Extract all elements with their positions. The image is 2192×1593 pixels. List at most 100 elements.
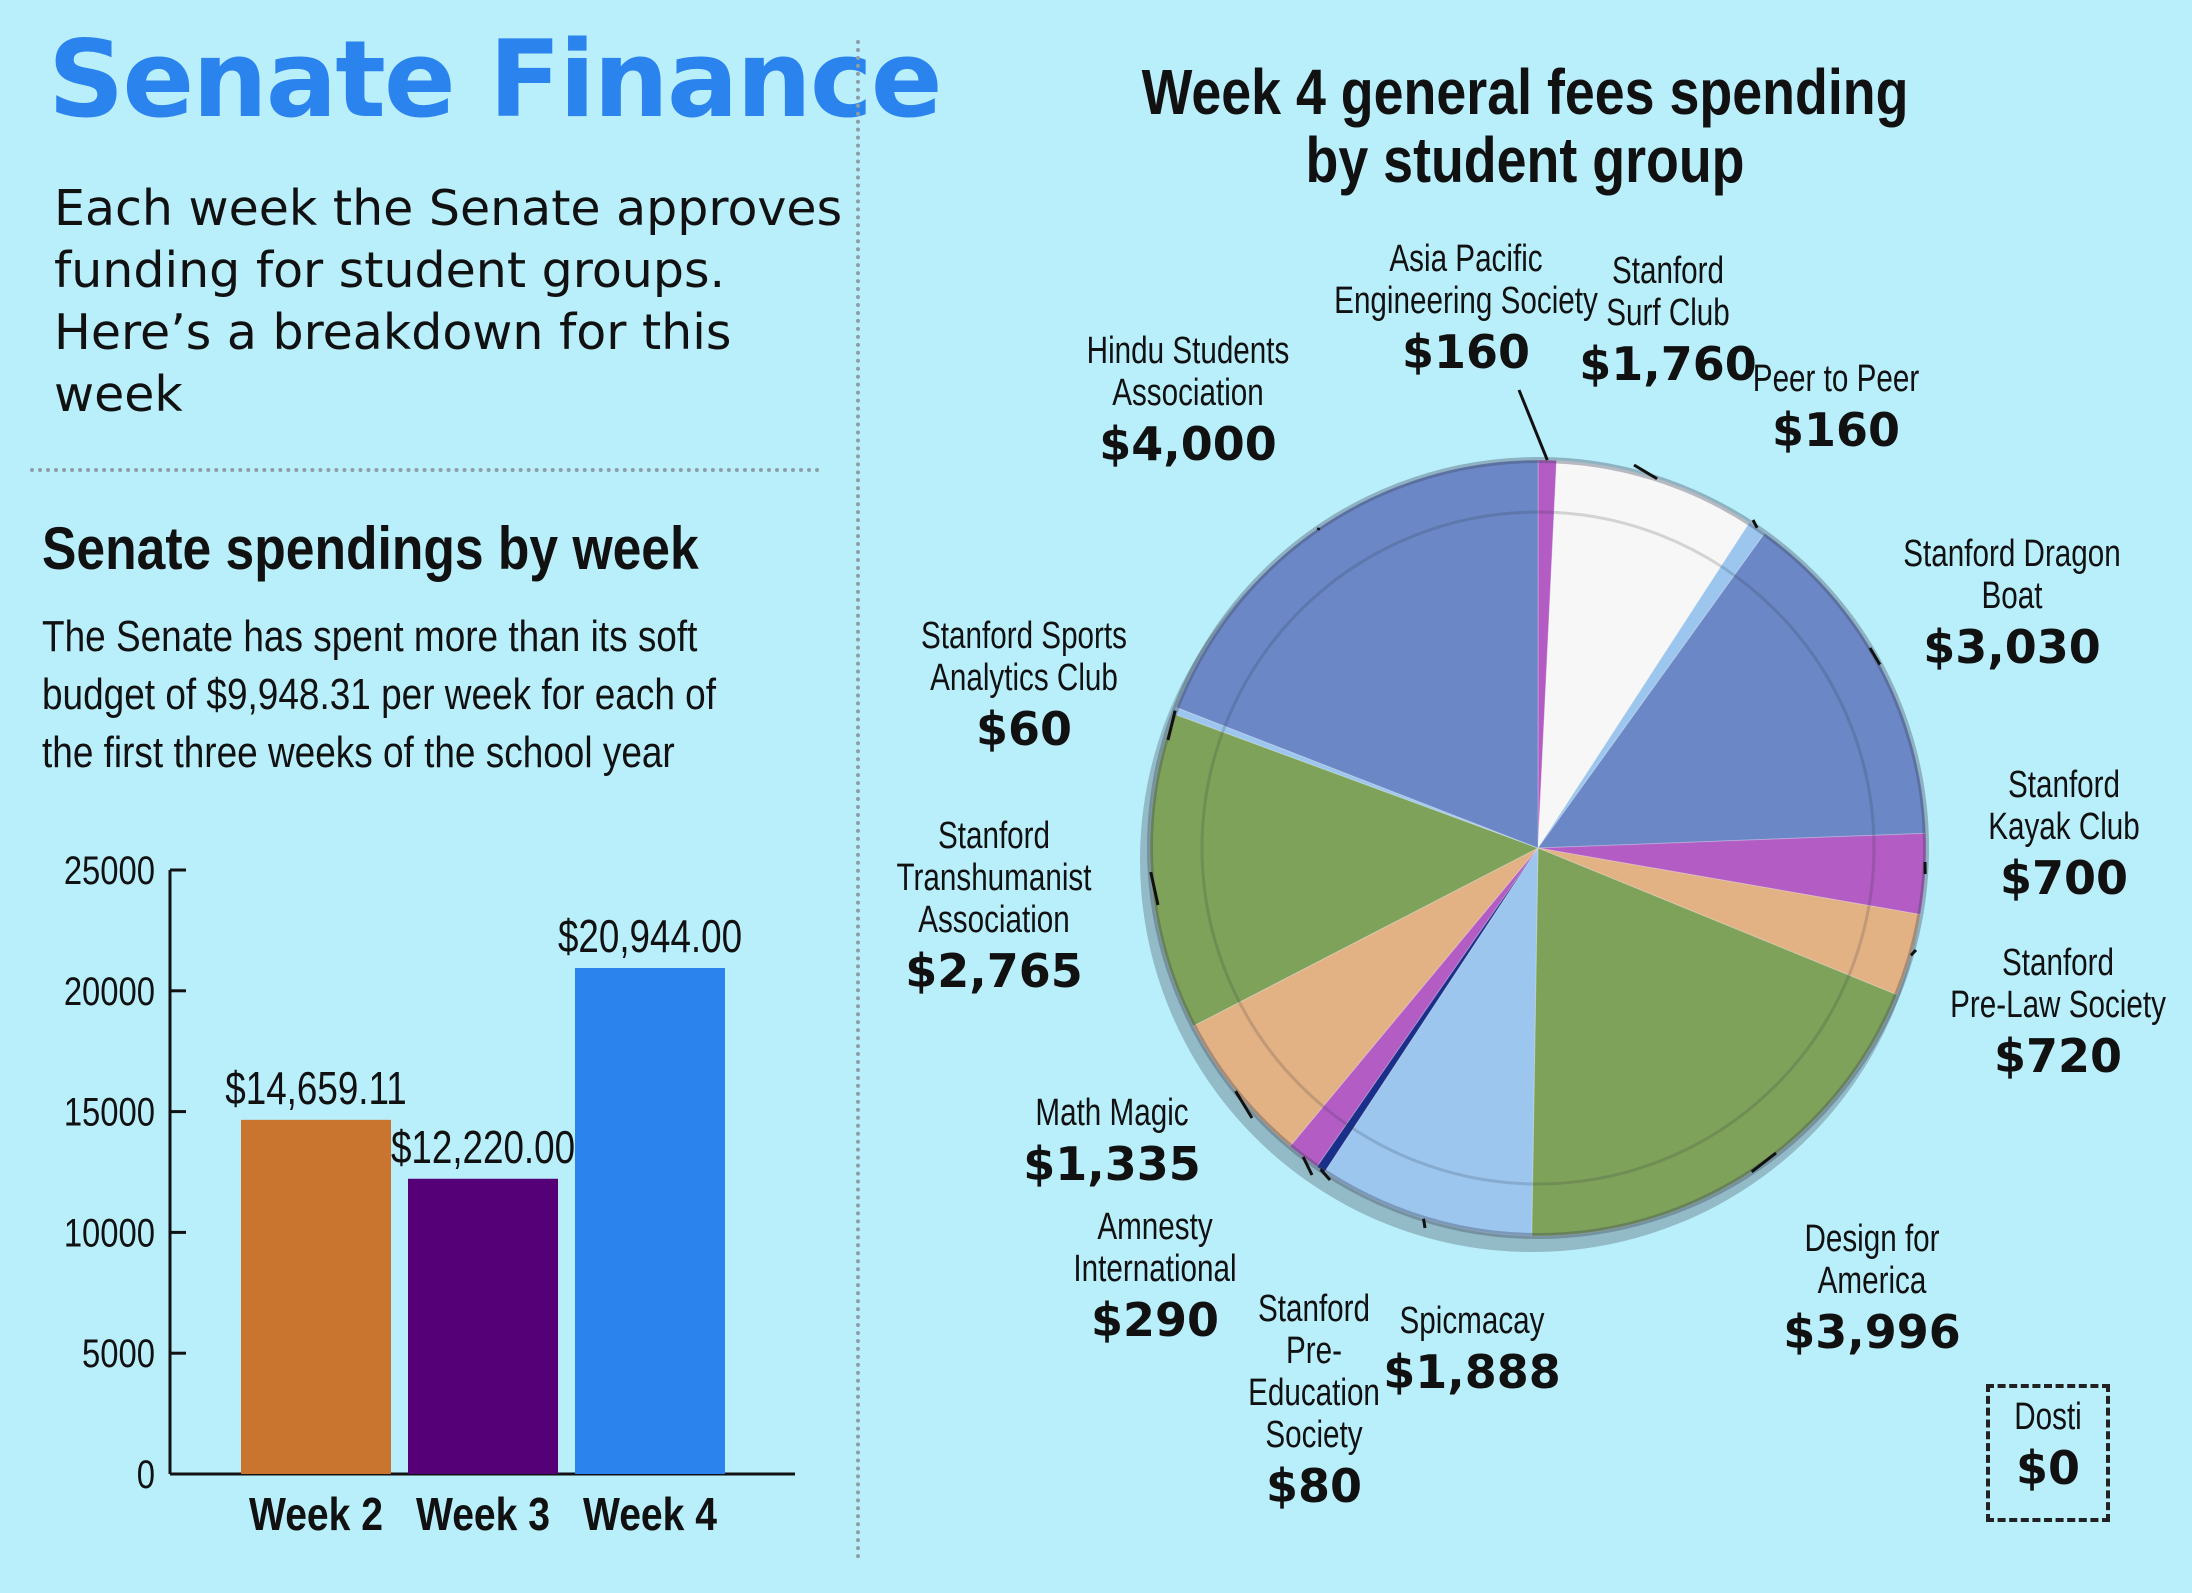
pie-label-value: $160 [1771,403,1901,457]
x-category-label: Week 4 [583,1489,717,1541]
pie-label-name: Stanford Dragon Boat [1903,533,2121,617]
dosti-box [1986,1384,2110,1522]
pie-label-stanford-kayak-club: Stanford Kayak Club $700 [1894,764,2192,908]
pie-label-asia-pacific-engineering-society: Asia Pacific Engineering Society $160 [1296,238,1636,382]
y-tick-label: 0 [137,1452,155,1497]
pie-label-name: International [1073,1248,1237,1290]
pie-label-math-magic: Math Magic $1,335 [942,1092,1282,1194]
bar-data-label: $14,659.11 [225,1062,406,1114]
subtitle-line: budget of $9,948.31 per week for each of [42,670,716,719]
y-tick-label: 5000 [82,1331,155,1376]
pie-label-name: Society [1265,1414,1363,1456]
pie-label-value: $3,030 [1923,620,2101,674]
pie-label-value: $1,760 [1579,337,1757,391]
pie-label-spicmacay: Spicmacay $1,888 [1302,1300,1642,1402]
bar-chart-subtitle: The Senate has spent more than its soft … [42,608,739,782]
pie-leader-line [1751,519,1759,529]
intro-text: Each week the Senate approves funding fo… [54,178,854,426]
pie-label-design-for-america: Design for America $3,996 [1702,1218,2042,1362]
pie-label-value: $1,335 [1023,1137,1201,1191]
x-category-label: Week 3 [416,1489,550,1541]
intro-line: Each week the Senate approves [54,180,843,237]
weekly-spending-bar-chart: 0 5000 10000 15000 20000 25000 $14,659.11 Week … [64,848,795,1541]
pie-leader-line [1316,527,1321,531]
pie-slice-stanford-surf-club [1537,459,1751,850]
pie-label-name: Spicmacay [1399,1300,1545,1342]
pie-label-name: Peer to Peer [1752,358,1920,400]
horizontal-divider [30,468,820,472]
pie-label-value: $0 [2015,1441,2080,1495]
pie-label-dosti: Dosti $0 [1986,1396,2110,1498]
y-tick-label: 10000 [64,1210,155,1255]
x-category-label: Week 2 [249,1489,383,1541]
pie-label-value: $1,888 [1383,1345,1561,1399]
pie-leader-line [1149,871,1160,906]
pie-slice-stanford-transhumanist-association [1149,713,1540,1027]
pie-label-value: $2,765 [905,944,1083,998]
subtitle-line: the first three weeks of the school year [42,728,675,777]
pie-label-peer-to-peer: Peer to Peer $160 [1666,358,2006,460]
pie-leader-line [1301,1156,1314,1176]
pie-label-name: Stanford [2001,942,2115,984]
pie-leader-line [1422,1218,1427,1229]
pie-label-name: Pre-Law Society [1950,984,2166,1026]
pie-label-name: Stanford Sports [921,615,1127,657]
pie-label-value: $160 [1401,325,1531,379]
pie-label-name: Stanford [1257,1288,1371,1330]
vertical-divider [856,40,860,1560]
bar-chart-title: Senate spendings by week [42,515,699,582]
pie-leader-line [1868,647,1882,666]
pie-leader-line [1633,463,1658,481]
pie-slice-stanford-pre-law-society [1537,847,1921,996]
intro-line: funding for student groups. [54,242,726,299]
pie-label-stanford-transhumanist-association: Stanford Transhumanist Association $2,765 [824,815,1164,1001]
pie-label-stanford-sports-analytics-club: Stanford Sports Analytics Club $60 [854,615,1194,759]
pie-title-line: by student group [1305,124,1745,196]
pie-label-name: Pre- [1285,1330,1342,1372]
bar-week-4 [575,967,725,1474]
pie-leader-line [1750,1151,1777,1174]
pie-label-name: Design for [1804,1218,1940,1260]
pie-label-stanford-pre-education-society: Stanford Pre- Education Society $80 [1144,1288,1484,1516]
pie-label-name: Amnesty [1097,1206,1213,1248]
bar-week-2 [241,1119,391,1474]
pie-label-name: Analytics Club [930,657,1118,699]
pie-leader-line [1517,389,1549,461]
pie-label-name: Asia Pacific [1389,238,1543,280]
coin-inner-ring [1200,510,1876,1186]
pie-label-stanford-surf-club: Stanford Surf Club $1,760 [1498,250,1838,394]
pie-label-value: $700 [1999,851,2129,905]
bar-week-3 [408,1178,558,1474]
pie-title-line: Week 4 general fees spending [1141,56,1909,128]
pie-label-name: Stanford [1611,250,1725,292]
pie-leader-line [1166,710,1177,741]
pie-label-value: $60 [975,702,1073,756]
y-tick-label: 25000 [64,848,155,893]
pie-leader-line [1319,1168,1332,1181]
pie-label-name: Engineering Society [1334,280,1598,322]
page-title: Senate Finance [48,18,943,141]
pie-label-value: $3,996 [1783,1305,1961,1359]
pie-label-value: $4,000 [1099,417,1277,471]
pie-label-stanford-pre-law-society: Stanford Pre-Law Society $720 [1888,942,2192,1086]
pie-label-name: Hindu Students [1086,330,1290,372]
coin-rim [1147,457,1929,1239]
y-tick-label: 20000 [64,969,155,1014]
pie-slice-spicmacay [1323,846,1539,1237]
pie-label-name: Stanford [2007,764,2121,806]
pie-label-name: America [1817,1260,1927,1302]
pie-label-value: $290 [1090,1293,1220,1347]
pie-label-name: Education [1248,1372,1380,1414]
pie-chart-title: Week 4 general fees spending by student … [1000,58,2050,194]
y-tick-label: 15000 [64,1090,155,1135]
pie-label-hindu-students-association: Hindu Students Association $4,000 [1018,330,1358,474]
pie-label-value: $720 [1993,1029,2123,1083]
pie-slice-math-magic [1192,847,1539,1148]
pie-label-name: Association [918,899,1070,941]
pie-label-name: Dosti [2014,1396,2082,1438]
pie-leader-line [1234,1090,1254,1119]
pie-label-name: Math Magic [1035,1092,1189,1134]
pie-slice-asia-pacific-engineering-society [1537,459,1558,849]
pie-label-name: Stanford [937,815,1051,857]
